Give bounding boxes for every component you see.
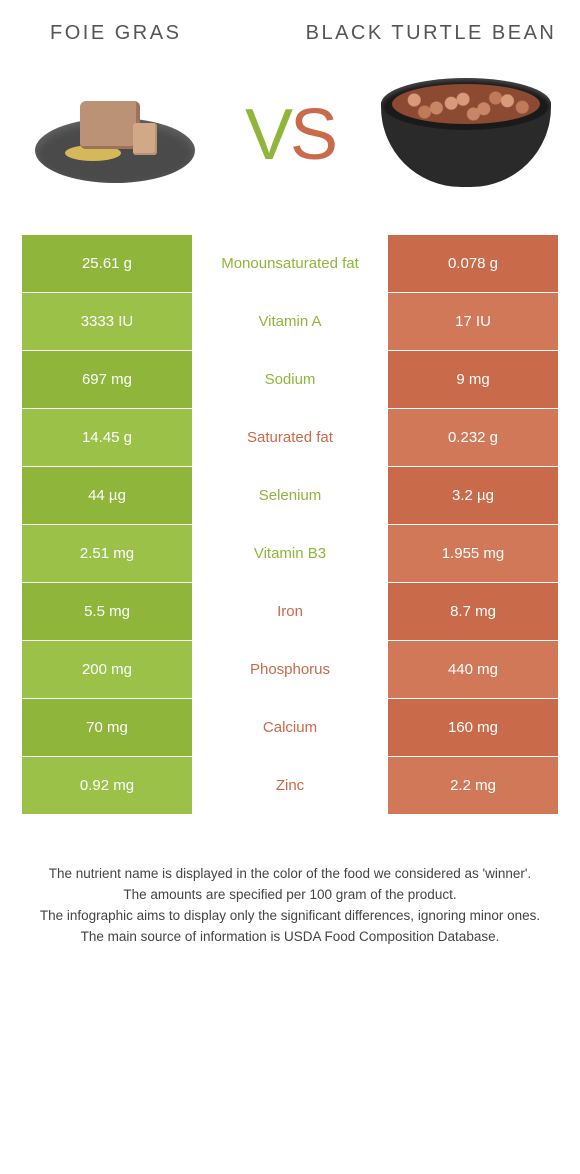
nutrient-label: Phosphorus [192,641,388,699]
right-value: 2.2 mg [388,757,558,815]
right-value: 9 mg [388,351,558,409]
vs-v: V [245,95,290,175]
vs-label: VS [245,94,335,176]
footer-line-3: The infographic aims to display only the… [22,907,558,926]
left-value: 697 mg [22,351,192,409]
right-value: 3.2 µg [388,467,558,525]
footer-notes: The nutrient name is displayed in the co… [22,865,558,947]
table-row: 44 µgSelenium3.2 µg [22,467,558,525]
food-left-image [22,65,207,205]
nutrient-table: 25.61 gMonounsaturated fat0.078 g3333 IU… [22,235,558,815]
table-row: 70 mgCalcium160 mg [22,699,558,757]
right-value: 160 mg [388,699,558,757]
nutrient-label: Calcium [192,699,388,757]
left-value: 5.5 mg [22,583,192,641]
left-value: 200 mg [22,641,192,699]
header: FOIE GRAS BLACK TURTLE BEAN [22,20,558,47]
table-row: 25.61 gMonounsaturated fat0.078 g [22,235,558,293]
footer-line-2: The amounts are specified per 100 gram o… [22,886,558,905]
bean-bowl-icon [381,78,551,193]
footer-line-4: The main source of information is USDA F… [22,928,558,947]
right-value: 0.078 g [388,235,558,293]
left-value: 70 mg [22,699,192,757]
foie-gras-icon [35,83,195,188]
table-row: 3333 IUVitamin A17 IU [22,293,558,351]
vs-s: S [290,95,335,175]
nutrient-label: Vitamin B3 [192,525,388,583]
left-value: 2.51 mg [22,525,192,583]
nutrient-label: Zinc [192,757,388,815]
food-right-title: BLACK TURTLE BEAN [304,20,558,47]
right-value: 8.7 mg [388,583,558,641]
left-value: 3333 IU [22,293,192,351]
right-value: 440 mg [388,641,558,699]
food-right-title-wrap: BLACK TURTLE BEAN [304,20,558,47]
nutrient-label: Selenium [192,467,388,525]
food-left-title-wrap: FOIE GRAS [22,20,304,47]
table-row: 5.5 mgIron8.7 mg [22,583,558,641]
images-row: VS [22,65,558,205]
right-value: 0.232 g [388,409,558,467]
table-row: 2.51 mgVitamin B31.955 mg [22,525,558,583]
left-value: 0.92 mg [22,757,192,815]
food-right-image [373,65,558,205]
nutrient-label: Vitamin A [192,293,388,351]
left-value: 25.61 g [22,235,192,293]
table-row: 14.45 gSaturated fat0.232 g [22,409,558,467]
nutrient-label: Iron [192,583,388,641]
left-value: 44 µg [22,467,192,525]
table-row: 697 mgSodium9 mg [22,351,558,409]
footer-line-1: The nutrient name is displayed in the co… [22,865,558,884]
left-value: 14.45 g [22,409,192,467]
food-left-title: FOIE GRAS [50,20,304,47]
table-row: 0.92 mgZinc2.2 mg [22,757,558,815]
table-row: 200 mgPhosphorus440 mg [22,641,558,699]
nutrient-label: Monounsaturated fat [192,235,388,293]
right-value: 17 IU [388,293,558,351]
nutrient-label: Saturated fat [192,409,388,467]
nutrient-label: Sodium [192,351,388,409]
right-value: 1.955 mg [388,525,558,583]
